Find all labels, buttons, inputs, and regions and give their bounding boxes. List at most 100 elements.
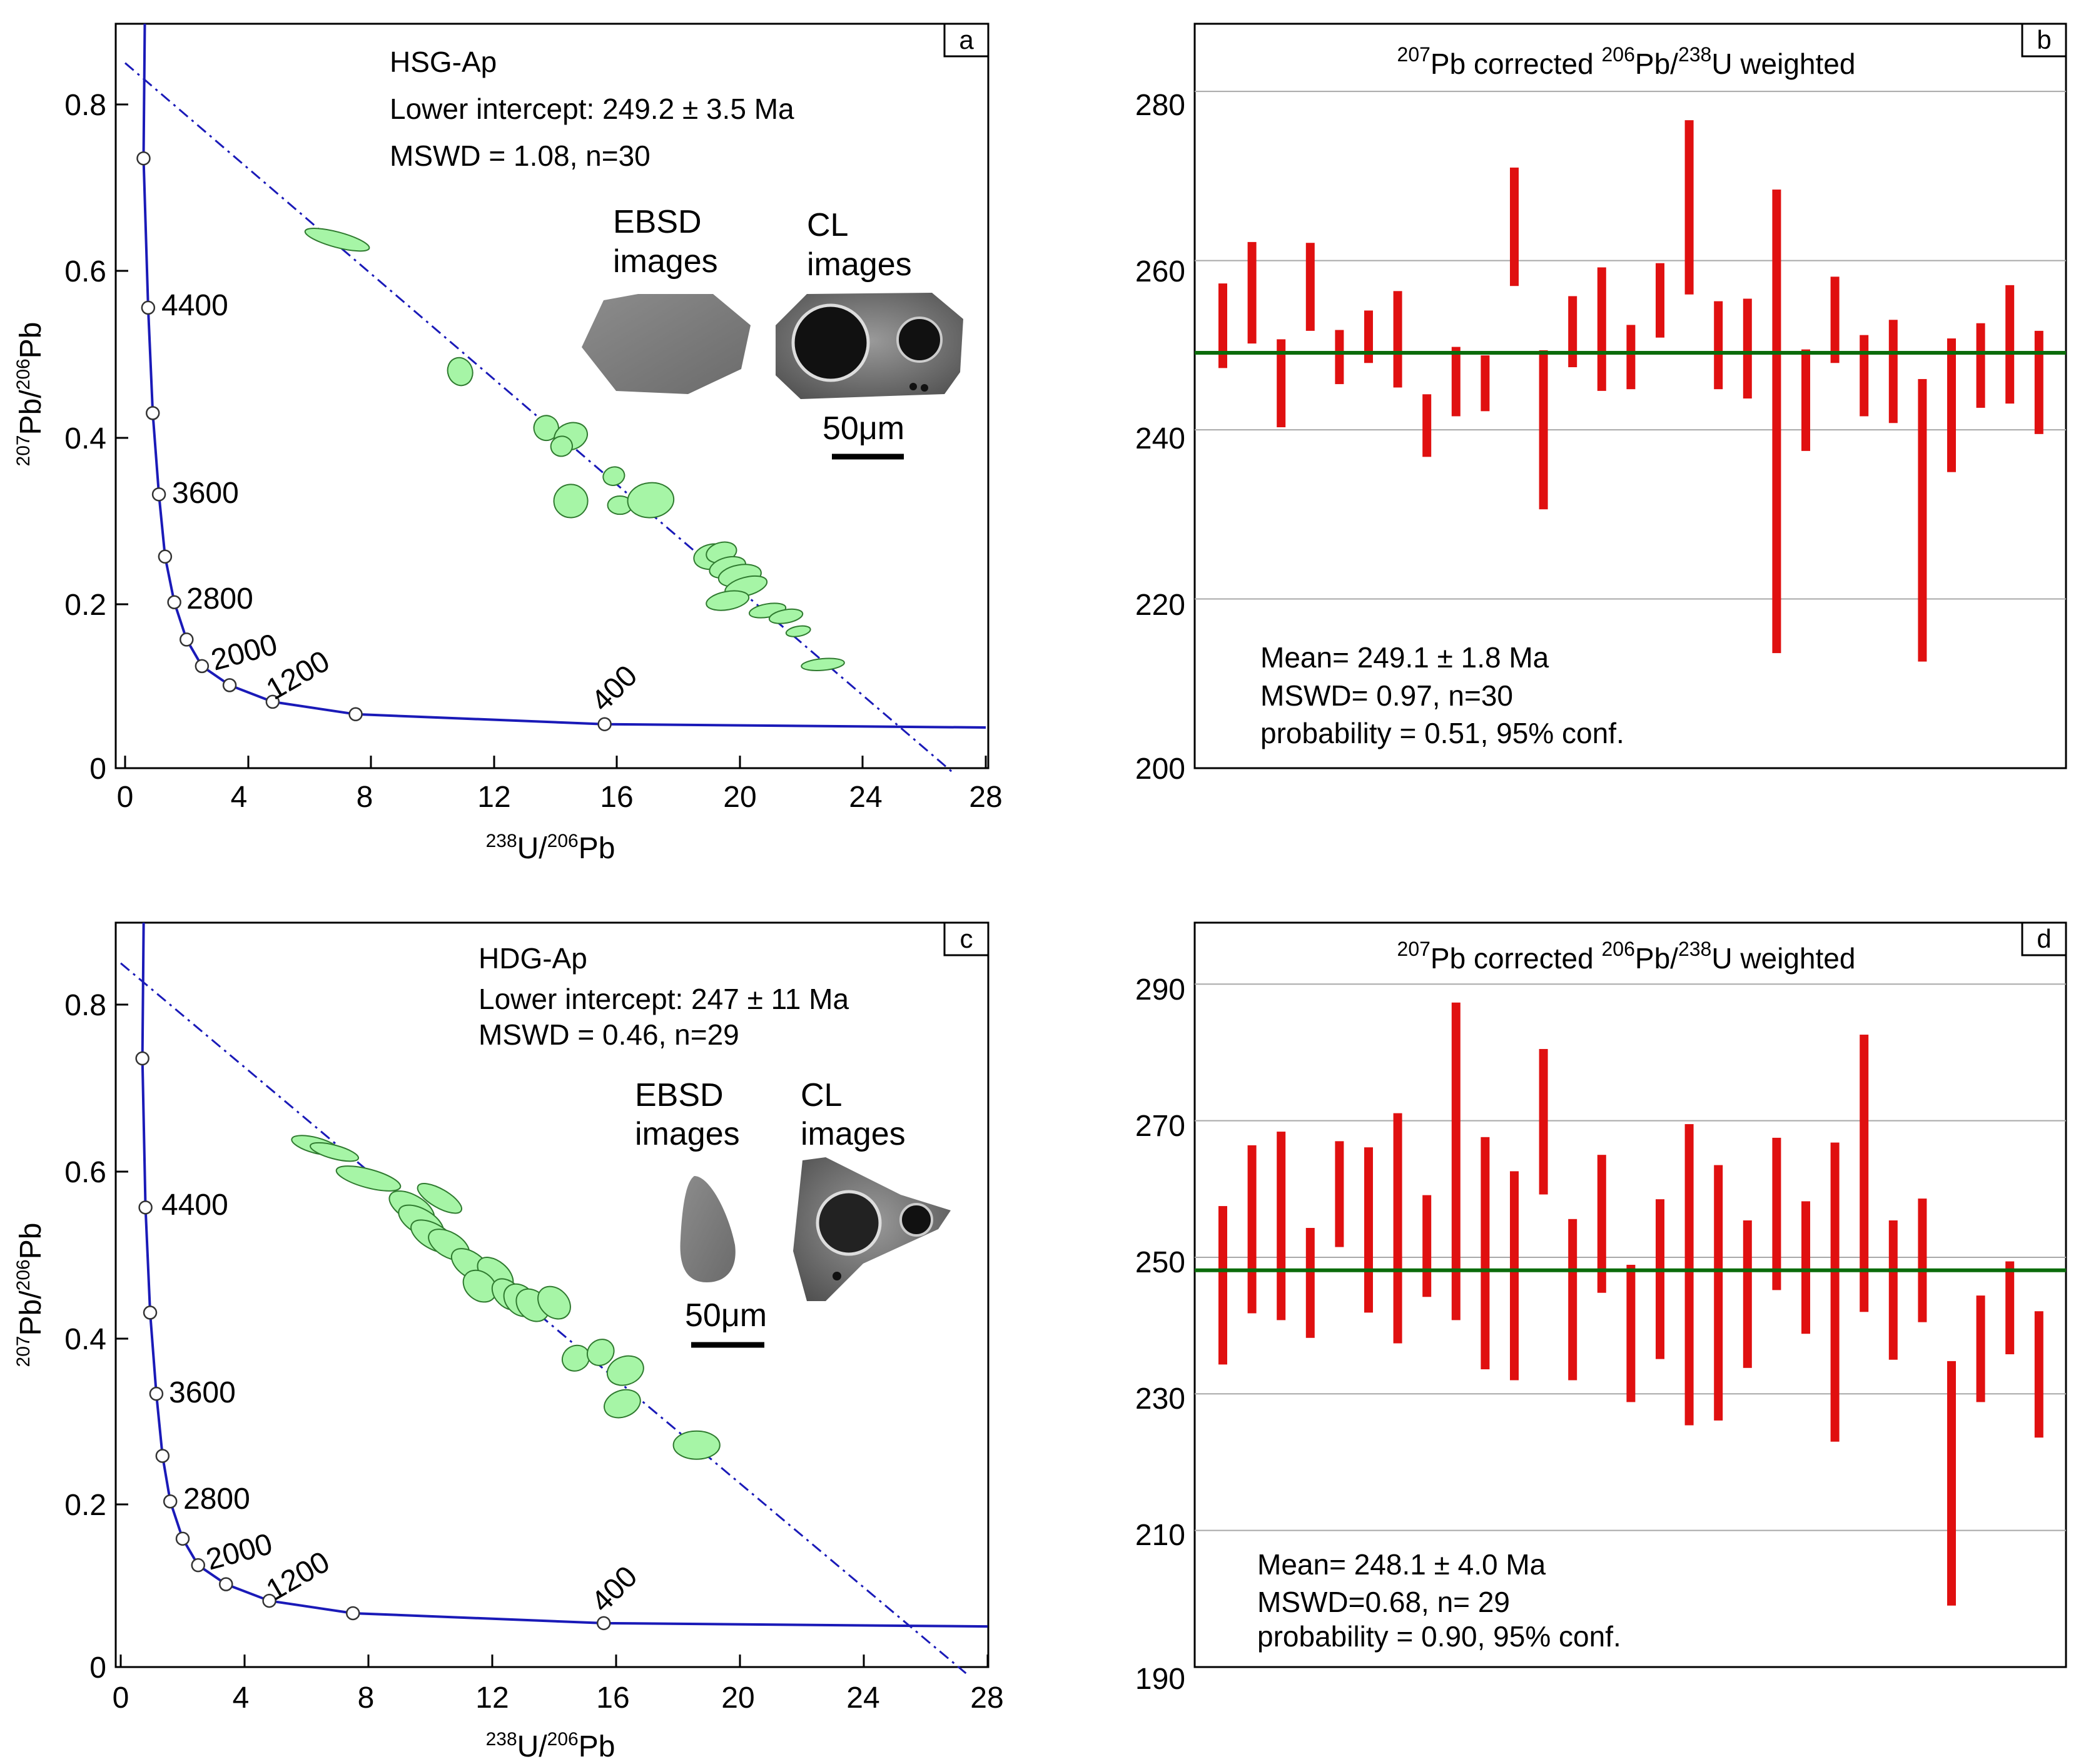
panel-letter: c — [960, 924, 973, 953]
knot-label: 3600 — [172, 477, 239, 510]
panel-letter: a — [959, 25, 974, 54]
y-axis-label: 207Pb/206Pb — [13, 322, 48, 467]
x-tick-label: 16 — [596, 1681, 629, 1715]
data-ellipse — [447, 357, 473, 387]
x-tick-labels: 0 4 8 12 16 20 24 28 — [117, 781, 1003, 814]
y-tick-label: 0.8 — [64, 989, 106, 1022]
panel-a: a 0 4 8 12 16 20 24 28 0 0.2 0.4 0.6 0.8… — [13, 23, 1003, 865]
regression-line — [124, 62, 956, 776]
error-bar — [1830, 1142, 1840, 1442]
error-bar — [1597, 1155, 1606, 1293]
panel-b: b 280 260 240 220 200 207Pb corrected 20… — [1135, 23, 2067, 786]
ebsd-grain-image — [582, 294, 751, 394]
chart-title: 207Pb corrected 206Pb/238U weighted — [1397, 938, 1856, 975]
y-tick-label: 250 — [1135, 1246, 1185, 1279]
concordia-knot — [145, 406, 160, 420]
error-bar — [1684, 1124, 1694, 1426]
concordia-knot — [136, 151, 151, 166]
x-tick-label: 4 — [231, 781, 248, 814]
x-tick-label: 4 — [233, 1681, 250, 1715]
inset-caption: images — [613, 243, 718, 280]
concordia-knot — [191, 1558, 205, 1573]
error-bar — [1918, 1199, 1927, 1322]
y-tick-labels: 0 0.2 0.4 0.6 0.8 — [64, 89, 106, 786]
error-bar — [1743, 298, 1752, 399]
error-bar — [1305, 243, 1315, 331]
y-tick-label: 260 — [1135, 255, 1185, 288]
error-bar — [1277, 339, 1286, 428]
stats-line: Mean= 248.1 ± 4.0 Ma — [1257, 1548, 1546, 1581]
error-bar — [1918, 378, 1927, 662]
error-bar — [1830, 276, 1840, 363]
error-bar — [1568, 1219, 1577, 1381]
data-ellipse — [304, 228, 370, 252]
panel-letter-box — [2021, 921, 2067, 956]
error-bar — [1860, 1035, 1869, 1312]
concordia-knot — [141, 300, 156, 315]
error-bar — [1305, 1228, 1315, 1338]
x-axis-ticks — [119, 1655, 989, 1667]
concordia-knot — [219, 1577, 233, 1591]
x-tick-label: 28 — [970, 1681, 1003, 1715]
concordia-curve — [141, 922, 988, 1628]
data-ellipse — [706, 590, 750, 611]
data-ellipse — [785, 625, 811, 637]
x-tick-labels: 0 4 8 12 16 20 24 28 — [113, 1681, 1004, 1715]
y-tick-label: 0.6 — [64, 255, 106, 288]
error-bar — [1335, 330, 1344, 385]
knot-label: 400 — [585, 1560, 644, 1619]
knot-label: 3600 — [169, 1376, 236, 1409]
data-ellipse — [604, 1389, 641, 1419]
panel-letter-box — [943, 921, 990, 956]
concordia-knot — [155, 1449, 170, 1463]
data-ellipse — [335, 1165, 402, 1192]
error-bar — [1422, 394, 1432, 457]
y-tick-labels: 0 0.2 0.4 0.6 0.8 — [64, 989, 106, 1685]
error-bar — [1772, 190, 1781, 654]
error-bar — [1277, 1132, 1286, 1320]
error-bar — [1451, 347, 1461, 417]
concordia-knot — [180, 632, 194, 647]
error-bar — [1976, 1295, 1985, 1402]
error-bar — [1481, 1137, 1490, 1369]
y-tick-label: 210 — [1135, 1519, 1185, 1552]
annotation-line: MSWD = 1.08, n=30 — [390, 139, 651, 172]
concordia-knot — [163, 1494, 178, 1509]
knot-labels: 4400 3600 2800 2000 1200 400 — [161, 1189, 644, 1619]
error-bar — [1656, 263, 1664, 338]
data-ellipse — [606, 1355, 644, 1386]
plot-frame — [114, 921, 990, 1668]
y-axis-ticks — [116, 103, 128, 769]
error-bar — [1568, 296, 1577, 368]
data-ellipse — [801, 657, 845, 671]
error-bar — [1364, 310, 1373, 363]
sample-name: HDG-Ap — [478, 942, 587, 975]
error-bar — [1247, 241, 1257, 344]
concordia-knot — [158, 549, 173, 564]
knot-label: 2000 — [208, 628, 281, 677]
error-bar — [1539, 350, 1548, 510]
data-ellipse — [768, 608, 804, 624]
data-ellipse — [627, 482, 675, 519]
y-tick-label: 290 — [1135, 973, 1185, 1006]
stats-line: Mean= 249.1 ± 1.8 Ma — [1260, 641, 1549, 674]
knot-label: 4400 — [161, 1189, 228, 1222]
error-bar — [1247, 1145, 1257, 1314]
error-bar — [1888, 1220, 1898, 1360]
wm-plot — [1195, 91, 2066, 662]
y-tick-label: 230 — [1135, 1382, 1185, 1416]
concordia-knot — [262, 1593, 276, 1608]
panel-letter: b — [2037, 25, 2051, 54]
error-bar — [2034, 1311, 2043, 1438]
error-bar — [2005, 285, 2015, 404]
y-tick-label: 220 — [1135, 589, 1185, 622]
panel-c: c 0 4 8 12 16 20 24 28 0 0.2 0.4 0.6 0.8… — [13, 921, 1004, 1763]
concordia-plot — [124, 23, 986, 776]
x-axis-label: 238U/206Pb — [486, 1729, 615, 1763]
data-ellipse — [533, 415, 559, 442]
concordia-knot — [138, 1200, 153, 1215]
error-bar — [1684, 120, 1694, 295]
annotation-line: MSWD = 0.46, n=29 — [478, 1018, 739, 1051]
error-bar — [1451, 1002, 1461, 1320]
